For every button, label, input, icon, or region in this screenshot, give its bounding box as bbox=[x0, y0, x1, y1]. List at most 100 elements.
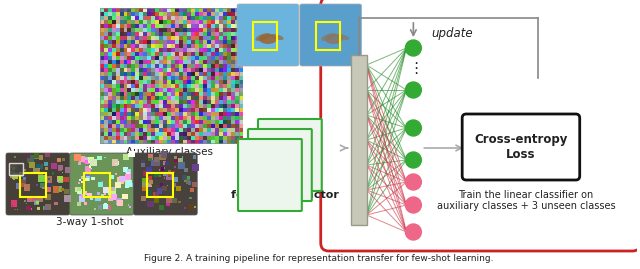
Bar bbox=[147, 88, 152, 92]
Bar bbox=[184, 168, 188, 172]
Bar bbox=[152, 120, 156, 124]
Bar bbox=[124, 84, 127, 88]
Bar bbox=[203, 112, 207, 116]
Bar bbox=[143, 28, 147, 32]
Bar bbox=[235, 20, 239, 24]
Bar bbox=[108, 12, 111, 16]
Bar bbox=[188, 44, 191, 48]
Bar bbox=[136, 84, 140, 88]
Bar bbox=[231, 44, 235, 48]
Bar bbox=[160, 183, 163, 186]
Bar bbox=[175, 100, 179, 104]
Bar bbox=[61, 187, 65, 191]
Bar bbox=[223, 44, 227, 48]
Bar bbox=[183, 8, 188, 12]
Bar bbox=[152, 104, 156, 108]
Bar bbox=[227, 104, 231, 108]
Bar bbox=[219, 116, 223, 120]
Bar bbox=[207, 52, 211, 56]
Bar bbox=[191, 68, 195, 72]
Bar bbox=[127, 76, 131, 80]
Bar bbox=[111, 28, 116, 32]
Bar bbox=[124, 24, 127, 28]
Bar bbox=[172, 52, 175, 56]
Bar bbox=[147, 52, 152, 56]
Bar bbox=[136, 40, 140, 44]
Bar bbox=[136, 140, 140, 144]
Bar bbox=[167, 12, 172, 16]
Circle shape bbox=[405, 82, 421, 98]
Bar bbox=[100, 100, 104, 104]
Bar bbox=[239, 40, 243, 44]
Bar bbox=[163, 40, 167, 44]
Bar bbox=[136, 28, 140, 32]
Bar bbox=[111, 68, 116, 72]
Bar bbox=[219, 136, 223, 140]
Bar bbox=[239, 116, 243, 120]
Bar bbox=[227, 92, 231, 96]
Bar bbox=[163, 128, 167, 132]
Bar bbox=[12, 204, 13, 206]
Bar bbox=[90, 197, 93, 200]
Bar bbox=[26, 206, 31, 211]
Bar bbox=[227, 140, 231, 144]
Bar bbox=[131, 136, 136, 140]
Bar bbox=[115, 189, 116, 190]
Bar bbox=[93, 208, 96, 210]
Bar bbox=[131, 28, 136, 32]
Bar bbox=[159, 12, 163, 16]
Bar bbox=[223, 48, 227, 52]
Bar bbox=[159, 140, 163, 144]
Bar bbox=[172, 80, 175, 84]
Bar bbox=[131, 84, 136, 88]
Bar bbox=[127, 120, 131, 124]
Circle shape bbox=[405, 197, 421, 213]
Bar bbox=[231, 132, 235, 136]
Bar bbox=[140, 24, 143, 28]
Bar bbox=[100, 16, 104, 20]
Bar bbox=[111, 44, 116, 48]
Bar bbox=[159, 154, 166, 160]
Text: update: update bbox=[431, 27, 473, 41]
Bar bbox=[131, 140, 136, 144]
Bar bbox=[207, 84, 211, 88]
Circle shape bbox=[405, 224, 421, 240]
Bar bbox=[152, 84, 156, 88]
Bar bbox=[163, 136, 167, 140]
Text: +: + bbox=[163, 159, 176, 174]
Bar bbox=[175, 20, 179, 24]
Bar bbox=[111, 36, 116, 40]
Bar bbox=[163, 140, 167, 144]
Bar bbox=[81, 194, 85, 198]
Bar bbox=[239, 60, 243, 64]
Bar bbox=[147, 132, 152, 136]
Bar bbox=[147, 124, 152, 128]
Bar bbox=[140, 36, 143, 40]
Bar bbox=[64, 189, 69, 194]
Bar bbox=[140, 60, 143, 64]
Bar bbox=[172, 28, 175, 32]
Bar bbox=[191, 36, 195, 40]
Bar bbox=[120, 16, 124, 20]
Bar bbox=[44, 197, 46, 198]
Bar bbox=[163, 104, 167, 108]
Bar bbox=[124, 140, 127, 144]
Bar bbox=[51, 163, 58, 169]
Bar bbox=[183, 112, 188, 116]
Bar bbox=[141, 160, 145, 163]
Bar bbox=[179, 92, 183, 96]
Bar bbox=[239, 8, 243, 12]
Bar bbox=[147, 76, 152, 80]
Bar bbox=[195, 60, 199, 64]
Bar bbox=[77, 202, 81, 206]
Bar bbox=[179, 36, 183, 40]
Bar bbox=[108, 44, 111, 48]
Bar bbox=[195, 72, 199, 76]
Bar bbox=[136, 72, 140, 76]
Bar bbox=[124, 68, 127, 72]
Bar bbox=[159, 120, 163, 124]
Bar bbox=[183, 104, 188, 108]
Ellipse shape bbox=[336, 34, 349, 40]
Bar bbox=[152, 128, 156, 132]
Bar bbox=[168, 175, 170, 176]
